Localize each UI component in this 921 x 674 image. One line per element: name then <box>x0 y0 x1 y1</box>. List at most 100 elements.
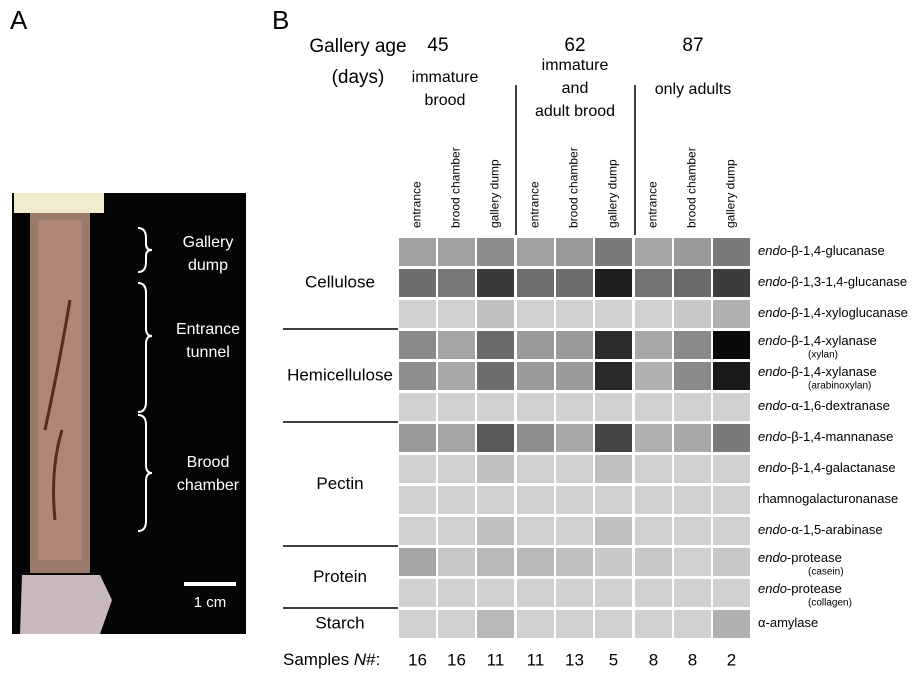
enzyme-label: endo-β-1,4-xyloglucanase <box>758 305 908 320</box>
heatmap-cell <box>399 300 436 328</box>
enzyme-label: endo-β-1,4-xylanase <box>758 333 877 348</box>
panel-letter: B <box>272 5 289 35</box>
text-part: N <box>354 650 367 669</box>
heatmap-cell <box>477 517 514 545</box>
heatmap-cell <box>674 610 711 638</box>
heatmap-cell <box>635 393 672 421</box>
photo-label: tunnel <box>186 344 230 361</box>
heatmap-cell <box>438 331 475 359</box>
group-age: 62 <box>564 35 585 56</box>
heatmap-cell <box>517 269 554 297</box>
heatmap-cell <box>674 455 711 483</box>
heatmap-cell <box>438 424 475 452</box>
figure: AGallerydumpEntrancetunnelBroodchamber1 … <box>0 0 921 674</box>
group-age: 87 <box>682 35 703 56</box>
age-title: (days) <box>332 67 385 88</box>
group-description: only adults <box>655 81 732 98</box>
heatmap-cell <box>477 424 514 452</box>
sample-count: 8 <box>688 650 697 669</box>
enzyme-label: endo-β-1,4-xylanase <box>758 364 877 379</box>
heatmap-cell <box>399 362 436 390</box>
heatmap-cell <box>556 486 593 514</box>
heatmap-cell <box>517 424 554 452</box>
heatmap-cell <box>399 393 436 421</box>
heatmap-cell <box>517 362 554 390</box>
heatmap-cell <box>517 455 554 483</box>
heatmap-cell <box>713 238 750 266</box>
heatmap-cell <box>477 393 514 421</box>
heatmap-cell <box>438 548 475 576</box>
column-label: brood chamber <box>449 147 463 228</box>
heatmap-cell <box>674 517 711 545</box>
heatmap-cell <box>517 331 554 359</box>
age-title: Gallery age <box>309 36 406 57</box>
heatmap-cell <box>635 579 672 607</box>
text-part: endo <box>758 460 787 475</box>
heatmap-cell <box>438 362 475 390</box>
heatmap-cell <box>713 610 750 638</box>
text-part: rhamnogalacturonanase <box>758 491 898 506</box>
heatmap-cell <box>556 455 593 483</box>
enzyme-label: α-amylase <box>758 615 818 630</box>
tube-content <box>38 220 82 560</box>
heatmap-cell <box>635 331 672 359</box>
heatmap-cell <box>595 455 632 483</box>
text-part: endo <box>758 243 787 258</box>
heatmap-cell <box>477 610 514 638</box>
heatmap-cell <box>438 393 475 421</box>
heatmap-cell <box>517 610 554 638</box>
heatmap-cell <box>399 269 436 297</box>
heatmap-cell <box>635 517 672 545</box>
group-description: immature <box>542 57 609 74</box>
heatmap-cell <box>635 455 672 483</box>
heatmap-cell <box>635 548 672 576</box>
heatmap-cell <box>399 455 436 483</box>
tube-base <box>20 575 112 634</box>
enzyme-label: endo-protease <box>758 581 842 596</box>
heatmap-cell <box>477 269 514 297</box>
heatmap-cell <box>517 548 554 576</box>
heatmap-cell <box>477 331 514 359</box>
text-part: endo <box>758 550 787 565</box>
text-part: -protease <box>787 550 842 565</box>
enzyme-label: endo-protease <box>758 550 842 565</box>
heatmap-cell <box>595 579 632 607</box>
group-description: adult brood <box>535 103 615 120</box>
category-label: Starch <box>315 613 364 632</box>
heatmap-cell <box>517 517 554 545</box>
heatmap-cell <box>635 269 672 297</box>
enzyme-label: rhamnogalacturonanase <box>758 491 898 506</box>
sample-count: 5 <box>609 650 618 669</box>
sample-count: 16 <box>447 650 466 669</box>
enzyme-note: (xylan) <box>808 350 838 361</box>
heatmap-cell <box>556 362 593 390</box>
text-part: -β-1,4-mannanase <box>787 429 893 444</box>
heatmap-cell <box>713 548 750 576</box>
enzyme-note: (casein) <box>808 567 844 578</box>
panel-letter: A <box>10 5 28 35</box>
text-part: -protease <box>787 581 842 596</box>
text-part: endo <box>758 398 787 413</box>
heatmap-cell <box>517 393 554 421</box>
text-part: Samples <box>283 650 354 669</box>
text-part: -α-1,5-arabinase <box>787 522 883 537</box>
heatmap-cell <box>635 362 672 390</box>
heatmap-cell <box>399 424 436 452</box>
heatmap-cell <box>477 548 514 576</box>
group-description: and <box>562 80 589 97</box>
heatmap-cell <box>713 331 750 359</box>
category-label: Cellulose <box>305 272 375 291</box>
group-description: brood <box>425 92 466 109</box>
sample-count: 11 <box>527 650 545 669</box>
heatmap-cell <box>595 517 632 545</box>
heatmap-cell <box>438 238 475 266</box>
enzyme-label: endo-β-1,4-mannanase <box>758 429 893 444</box>
heatmap-cell <box>399 579 436 607</box>
heatmap-cell <box>438 455 475 483</box>
photo-label: Brood <box>187 454 230 471</box>
sample-count: 2 <box>727 650 736 669</box>
heatmap-cell <box>477 486 514 514</box>
heatmap-cell <box>556 517 593 545</box>
heatmap-cell <box>713 486 750 514</box>
column-label: brood chamber <box>685 147 699 228</box>
